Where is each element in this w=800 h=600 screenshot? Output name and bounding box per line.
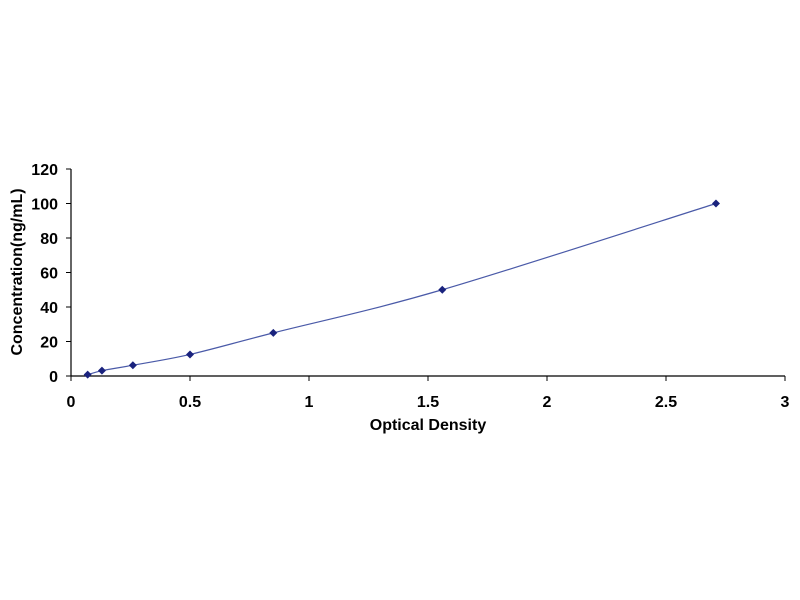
data-point: [83, 370, 92, 379]
x-tick-label: 2: [543, 394, 552, 411]
x-tick-label: 0: [67, 394, 76, 411]
x-tick-label: 1: [305, 394, 314, 411]
x-tick-label: 1.5: [417, 394, 439, 411]
y-tick-label: 80: [40, 231, 58, 248]
data-point: [711, 199, 720, 208]
trend-line: [87, 202, 717, 376]
data-point: [186, 350, 194, 359]
y-ticks: 0 20 40 60 80 100 120: [31, 162, 71, 386]
y-tick-label: 20: [40, 335, 58, 352]
x-tick-label: 2.5: [655, 394, 677, 411]
x-tick-label: 3: [781, 394, 790, 411]
data-point: [438, 285, 447, 294]
data-point: [128, 361, 137, 370]
y-tick-label: 0: [49, 369, 58, 386]
x-axis-label: Optical Density: [370, 417, 487, 434]
y-axis-label: Concentration(ng/mL): [9, 188, 26, 355]
y-tick-label: 100: [31, 197, 58, 214]
data-point: [97, 366, 106, 375]
data-point: [269, 328, 278, 337]
y-tick-label: 40: [40, 300, 58, 317]
y-tick-label: 60: [40, 266, 58, 283]
data-markers: [83, 199, 720, 379]
axes: [70, 169, 785, 377]
x-ticks: 0 0.5 1 1.5 2 2.5 3: [67, 376, 790, 411]
x-tick-label: 0.5: [179, 394, 201, 411]
y-tick-label: 120: [31, 162, 58, 179]
